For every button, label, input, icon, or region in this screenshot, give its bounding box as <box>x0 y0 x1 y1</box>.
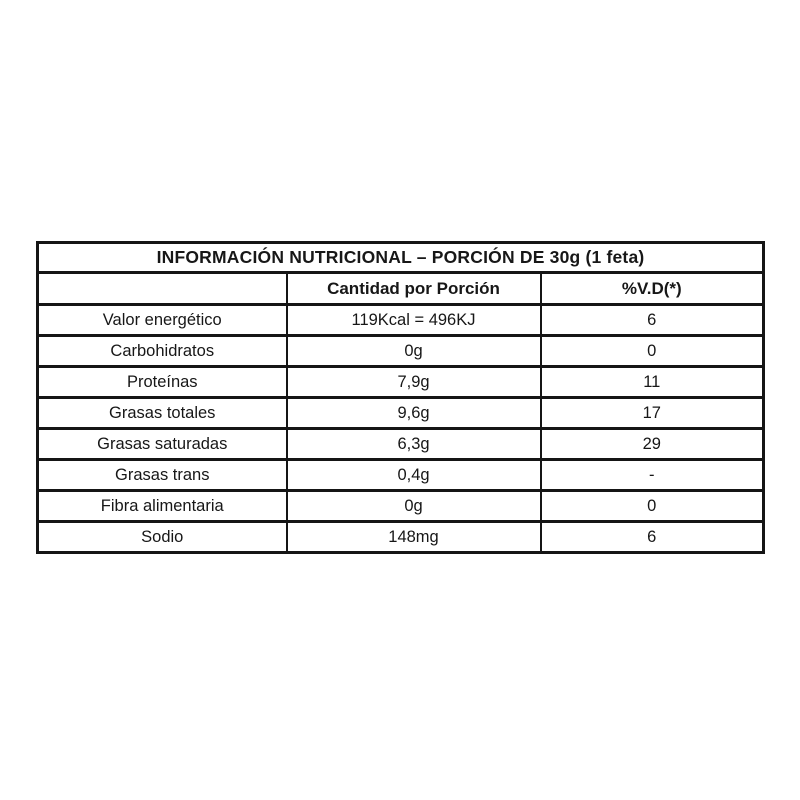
nutrient-amount: 0g <box>285 489 542 523</box>
nutrient-label: Sodio <box>36 520 288 554</box>
nutrient-daily-value: 0 <box>539 489 765 523</box>
nutrient-label: Grasas totales <box>36 396 288 430</box>
table-header-row: Cantidad por Porción %V.D(*) <box>36 271 765 306</box>
table-title-row: INFORMACIÓN NUTRICIONAL – PORCIÓN DE 30g… <box>36 241 765 274</box>
nutrition-table: INFORMACIÓN NUTRICIONAL – PORCIÓN DE 30g… <box>36 241 766 554</box>
table-row: Carbohidratos 0g 0 <box>36 334 765 368</box>
nutrient-amount: 148mg <box>285 520 542 554</box>
nutrient-label: Carbohidratos <box>36 334 288 368</box>
table-row: Grasas totales 9,6g 17 <box>36 396 765 430</box>
nutrient-label: Proteínas <box>36 365 288 399</box>
nutrient-amount: 0g <box>285 334 542 368</box>
nutrient-daily-value: 6 <box>539 520 765 554</box>
nutrient-amount: 119Kcal = 496KJ <box>285 303 542 337</box>
table-row: Fibra alimentaria 0g 0 <box>36 489 765 523</box>
nutrient-daily-value: 0 <box>539 334 765 368</box>
column-header-nutrient <box>36 271 288 306</box>
nutrient-label: Fibra alimentaria <box>36 489 288 523</box>
nutrient-daily-value: 6 <box>539 303 765 337</box>
table-row: Valor energético 119Kcal = 496KJ 6 <box>36 303 765 337</box>
nutrient-daily-value: 11 <box>539 365 765 399</box>
table-title: INFORMACIÓN NUTRICIONAL – PORCIÓN DE 30g… <box>36 241 765 274</box>
nutrient-label: Valor energético <box>36 303 288 337</box>
nutrient-amount: 7,9g <box>285 365 542 399</box>
table-row: Grasas trans 0,4g - <box>36 458 765 492</box>
nutrient-label: Grasas saturadas <box>36 427 288 461</box>
nutrient-label: Grasas trans <box>36 458 288 492</box>
table-row: Sodio 148mg 6 <box>36 520 765 554</box>
nutrient-amount: 0,4g <box>285 458 542 492</box>
table-row: Grasas saturadas 6,3g 29 <box>36 427 765 461</box>
nutrient-daily-value: 17 <box>539 396 765 430</box>
nutrient-amount: 6,3g <box>285 427 542 461</box>
column-header-amount: Cantidad por Porción <box>285 271 542 306</box>
nutrient-amount: 9,6g <box>285 396 542 430</box>
nutrient-daily-value: 29 <box>539 427 765 461</box>
nutrient-daily-value: - <box>539 458 765 492</box>
column-header-daily-value: %V.D(*) <box>539 271 765 306</box>
table-row: Proteínas 7,9g 11 <box>36 365 765 399</box>
